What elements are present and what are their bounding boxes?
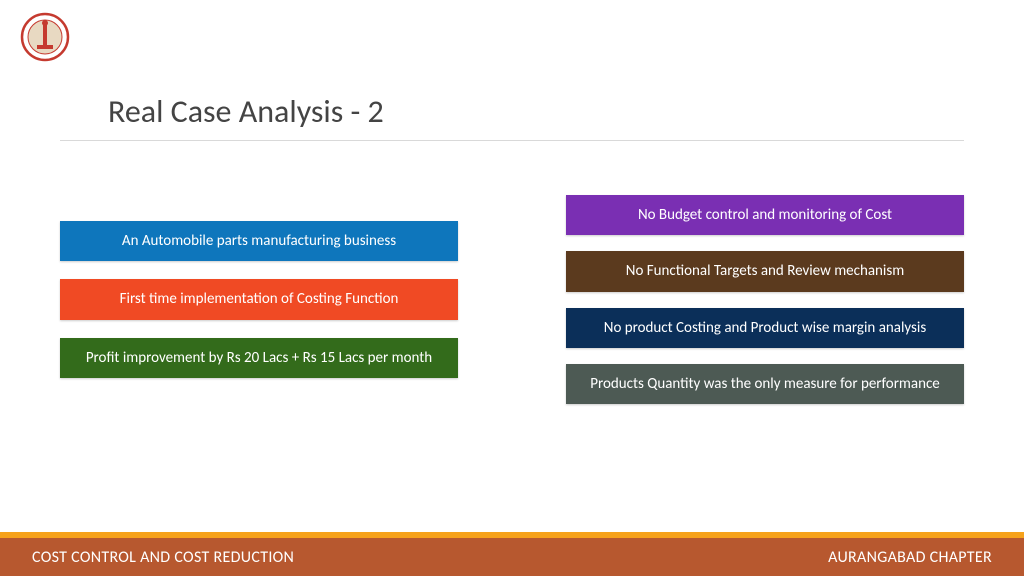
title-underline — [60, 140, 964, 141]
footer-bar: COST CONTROL AND COST REDUCTION AURANGAB… — [0, 538, 1024, 576]
right-column: No Budget control and monitoring of Cost… — [566, 195, 964, 420]
footer-right-text: AURANGABAD CHAPTER — [828, 548, 992, 567]
content-columns: An Automobile parts manufacturing busine… — [60, 195, 964, 420]
info-box: No product Costing and Product wise marg… — [566, 308, 964, 348]
footer-left-text: COST CONTROL AND COST REDUCTION — [32, 548, 294, 567]
info-box: An Automobile parts manufacturing busine… — [60, 221, 458, 261]
institute-logo-icon — [20, 12, 70, 62]
slide-title: Real Case Analysis - 2 — [108, 92, 384, 131]
info-box: First time implementation of Costing Fun… — [60, 279, 458, 319]
info-box: No Budget control and monitoring of Cost — [566, 195, 964, 235]
info-box: Products Quantity was the only measure f… — [566, 364, 964, 404]
left-column: An Automobile parts manufacturing busine… — [60, 195, 458, 420]
info-box: No Functional Targets and Review mechani… — [566, 251, 964, 291]
info-box: Profit improvement by Rs 20 Lacs + Rs 15… — [60, 338, 458, 378]
